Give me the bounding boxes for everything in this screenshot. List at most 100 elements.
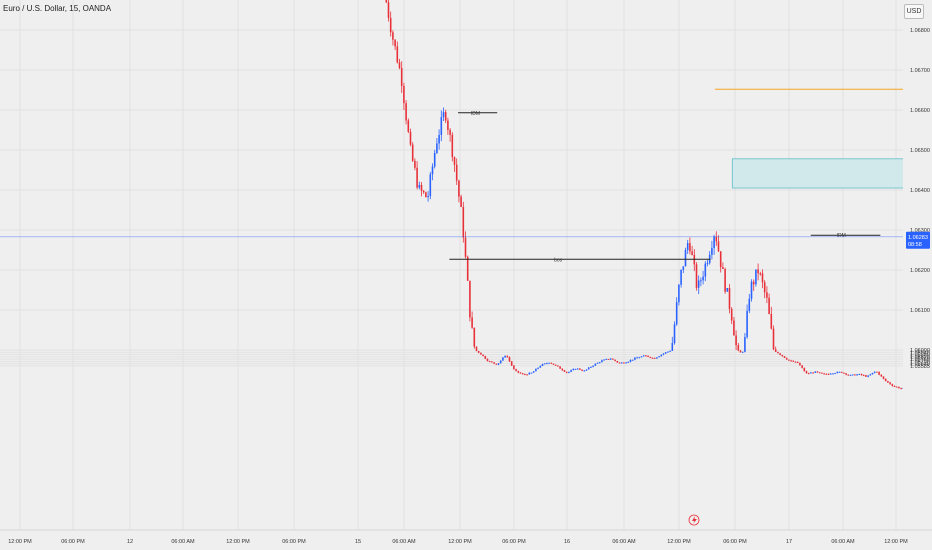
candle-body [761,273,764,283]
candle-body [673,324,676,344]
candle-body [572,368,575,371]
price-tick-label: 1.06100 [910,308,930,314]
candle-body [416,167,418,188]
candle-body [609,358,612,360]
candle-body [482,354,484,357]
price-tick-label: 1.05640 [910,362,930,368]
price-axis[interactable]: 1.06800 1.06700 1.06600 1.06500 1.06400 1.063… [903,0,932,550]
candle-body [733,320,735,336]
candle-body [488,361,491,363]
candle-body [755,269,757,285]
candle-body [810,372,812,374]
candle-body [739,350,742,353]
candle-body [535,368,537,372]
candle-body [581,369,583,371]
candle-body [689,243,691,252]
candle-body [429,174,432,197]
price-tick-label: 1.05760 [910,357,930,363]
candle-body [814,371,817,373]
candle-body [649,356,652,358]
candle-body [717,241,720,252]
candle-body [862,375,865,377]
candle-body [836,371,839,374]
candle-body [827,373,830,375]
candle-body [620,362,623,364]
candle-body [706,262,709,264]
candle-body [618,362,621,364]
candle-body [849,374,852,376]
candle-body [601,360,603,363]
candle-body [682,266,685,270]
candle-body [893,385,896,387]
candle-body [436,143,438,153]
candle-body [638,357,641,359]
candle-body [770,313,773,329]
candle-body [713,236,715,248]
candle-body [653,357,656,359]
candle-body [750,281,753,299]
candle-body [757,269,759,274]
candle-body [651,357,654,359]
candle-body [741,351,744,353]
candle-body [671,343,674,351]
candle-body [816,371,819,373]
candle-body [772,328,775,350]
candle-body [422,190,425,193]
candle-body [389,17,392,33]
price-tick-label: 1.06000 [910,348,930,354]
time-tick-label: 12:00 PM [667,539,691,545]
time-tick-label: 12:00 PM [226,539,250,545]
candle-body [596,362,599,364]
candle-body [570,370,572,372]
time-axis[interactable]: 12:00 PM 06:00 PM 12 06:00 AM 12:00 PM 06:00 … [0,514,932,545]
price-tick-label: 1.05700 [910,359,930,365]
candle-body [838,371,841,373]
candle-body [431,166,434,175]
price-tick-label: 1.06800 [910,28,930,34]
candle-body [860,373,863,376]
candle-body [882,376,885,379]
candle-body [858,373,861,375]
candle-body [587,367,590,370]
candle-body [737,345,740,351]
candle-body [539,365,542,368]
candle-body [616,361,619,363]
price-tick-label: 1.05880 [910,353,930,359]
candle-body [530,372,533,374]
candle-body [697,280,700,288]
candle-body [704,263,707,277]
candle-body [385,0,388,3]
price-tick-label: 1.06600 [910,108,930,114]
candle-body [546,363,548,365]
candle-body [680,269,682,285]
candle-body [854,374,856,376]
candle-body [777,351,779,354]
candle-body [823,373,825,375]
candle-body [568,371,570,373]
time-tick-label: 06:00 AM [612,539,636,545]
candle-body [851,374,854,376]
candle-body [744,337,746,352]
candle-body [526,374,528,376]
candle-body [590,366,592,368]
candle-body [440,117,443,135]
candle-body [845,373,847,375]
candle-body [559,366,561,369]
currency-badge[interactable]: USD [904,4,924,19]
candle-body [592,365,594,367]
candle-body [832,373,834,375]
candle-body [387,2,390,18]
candle-body [647,355,649,357]
price-tick-label: 1.05820 [910,355,930,361]
candle-body [796,361,799,363]
candle-body [843,372,845,374]
candle-body [752,281,755,285]
last-price-value: 1.06283 [908,235,928,241]
candle-body [766,292,768,298]
candle-body [605,358,608,360]
candle-body [598,362,601,364]
candle-body [629,360,632,362]
last-price-badge [906,231,930,249]
lightning-bolt-icon[interactable] [688,514,700,526]
